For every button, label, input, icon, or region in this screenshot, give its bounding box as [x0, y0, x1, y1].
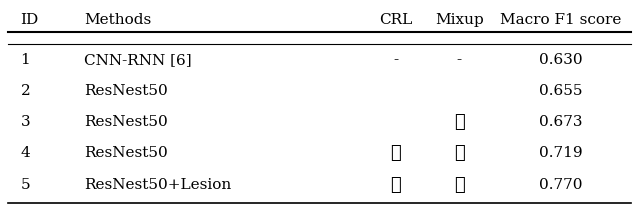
Text: ResNest50+Lesion: ResNest50+Lesion	[84, 178, 231, 192]
Text: 0.719: 0.719	[540, 146, 583, 160]
Text: ResNest50: ResNest50	[84, 115, 168, 129]
Text: -: -	[457, 53, 462, 67]
Text: 0.655: 0.655	[540, 84, 583, 98]
Text: 0.673: 0.673	[540, 115, 583, 129]
Text: 5: 5	[20, 178, 30, 192]
Text: 1: 1	[20, 53, 30, 67]
Text: ✓: ✓	[390, 176, 401, 194]
Text: ✓: ✓	[454, 113, 465, 131]
Text: ResNest50: ResNest50	[84, 146, 168, 160]
Text: 0.630: 0.630	[540, 53, 583, 67]
Text: 3: 3	[20, 115, 30, 129]
Text: 2: 2	[20, 84, 30, 98]
Text: ResNest50: ResNest50	[84, 84, 168, 98]
Text: 4: 4	[20, 146, 30, 160]
Text: Mixup: Mixup	[435, 13, 484, 27]
Text: ✓: ✓	[454, 176, 465, 194]
Text: ✓: ✓	[390, 144, 401, 162]
Text: CRL: CRL	[379, 13, 412, 27]
Text: Methods: Methods	[84, 13, 151, 27]
Text: -: -	[393, 53, 398, 67]
Text: CNN-RNN [6]: CNN-RNN [6]	[84, 53, 192, 67]
Text: 0.770: 0.770	[540, 178, 583, 192]
Text: ID: ID	[20, 13, 39, 27]
Text: Macro F1 score: Macro F1 score	[500, 13, 622, 27]
Text: ✓: ✓	[454, 144, 465, 162]
